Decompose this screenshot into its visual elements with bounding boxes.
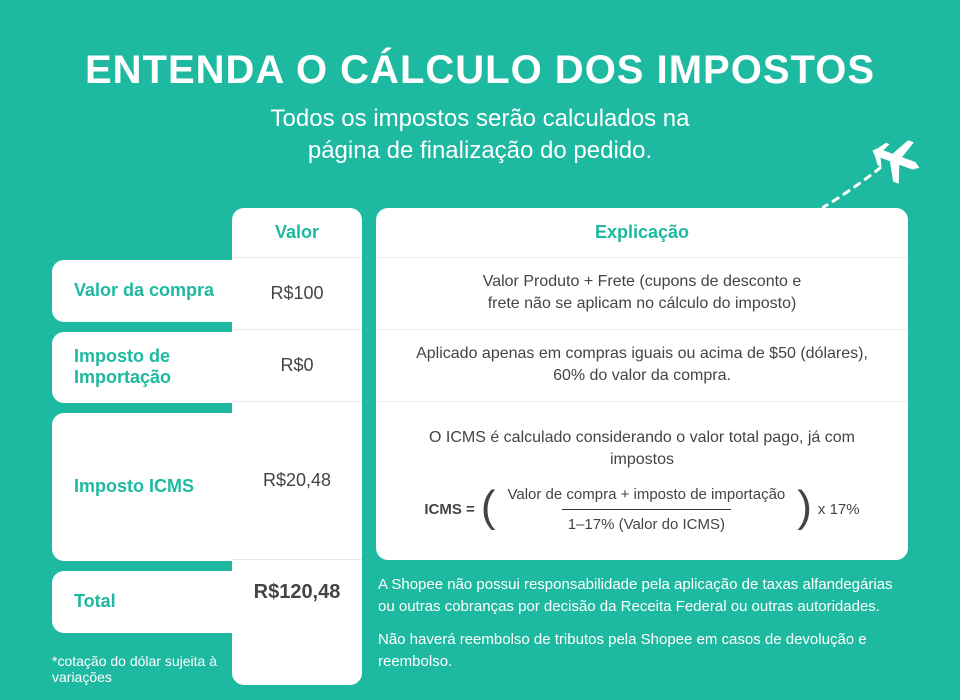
label-importacao-l1: Imposto de: [74, 346, 170, 366]
note-2: Não haverá reembolso de tributos pela Sh…: [378, 629, 908, 674]
page-subtitle: Todos os impostos serão calculados na pá…: [52, 103, 908, 168]
label-imposto-icms: Imposto ICMS: [52, 413, 232, 561]
explic-icms: O ICMS é calculado considerando o valor …: [376, 402, 908, 560]
valor-total: R$120,48: [232, 560, 362, 626]
valor-importacao: R$0: [232, 330, 362, 402]
label-importacao-l2: Importação: [74, 367, 171, 387]
explic-importacao: Aplicado apenas em compras iguais ou aci…: [376, 330, 908, 402]
page-title: ENTENDA O CÁLCULO DOS IMPOSTOS: [52, 48, 908, 93]
formula-fraction: Valor de compra + imposto de importação …: [501, 484, 791, 535]
explic-icms-top: O ICMS é calculado considerando o valor …: [404, 427, 880, 472]
explicacao-box: Explicação Valor Produto + Frete (cupons…: [376, 208, 908, 560]
label-total: Total: [52, 571, 232, 633]
paren-open-icon: (: [481, 494, 496, 520]
explic-importacao-l1: Aplicado apenas em compras iguais ou aci…: [416, 343, 868, 365]
airplane-icon: [822, 120, 932, 225]
valor-column: Valor R$100 R$0 R$20,48 R$120,48: [232, 208, 362, 685]
valor-icms: R$20,48: [232, 402, 362, 560]
paren-close-icon: ): [797, 494, 812, 520]
subtitle-line-2: página de finalização do pedido.: [308, 137, 652, 164]
explic-compra: Valor Produto + Frete (cupons de descont…: [376, 258, 908, 330]
valor-compra: R$100: [232, 258, 362, 330]
label-imposto-importacao: Imposto deImportação: [52, 332, 232, 403]
valor-header: Valor: [232, 208, 362, 258]
tax-table: Valor da compra Imposto deImportação Imp…: [52, 208, 908, 685]
explic-importacao-l2: 60% do valor da compra.: [553, 365, 731, 387]
formula-denominator: 1–17% (Valor do ICMS): [562, 509, 731, 535]
disclaimer-notes: A Shopee não possui responsabilidade pel…: [376, 574, 908, 684]
formula-label: ICMS =: [424, 499, 474, 520]
label-valor-compra: Valor da compra: [52, 260, 232, 322]
icms-formula: ICMS = ( Valor de compra + imposto de im…: [424, 484, 859, 535]
formula-numerator: Valor de compra + imposto de importação: [501, 484, 791, 509]
infographic-container: ENTENDA O CÁLCULO DOS IMPOSTOS Todos os …: [0, 0, 960, 685]
explicacao-column: Explicação Valor Produto + Frete (cupons…: [376, 208, 908, 685]
subtitle-line-1: Todos os impostos serão calculados na: [271, 105, 690, 132]
explic-compra-l2: frete não se aplicam no cálculo do impos…: [488, 293, 797, 315]
note-1: A Shopee não possui responsabilidade pel…: [378, 574, 908, 619]
footnote-cotacao: *cotação do dólar sujeita à variações: [52, 653, 232, 685]
row-labels-column: Valor da compra Imposto deImportação Imp…: [52, 208, 232, 685]
explic-compra-l1: Valor Produto + Frete (cupons de descont…: [483, 271, 802, 293]
formula-multiplier: x 17%: [818, 499, 860, 520]
